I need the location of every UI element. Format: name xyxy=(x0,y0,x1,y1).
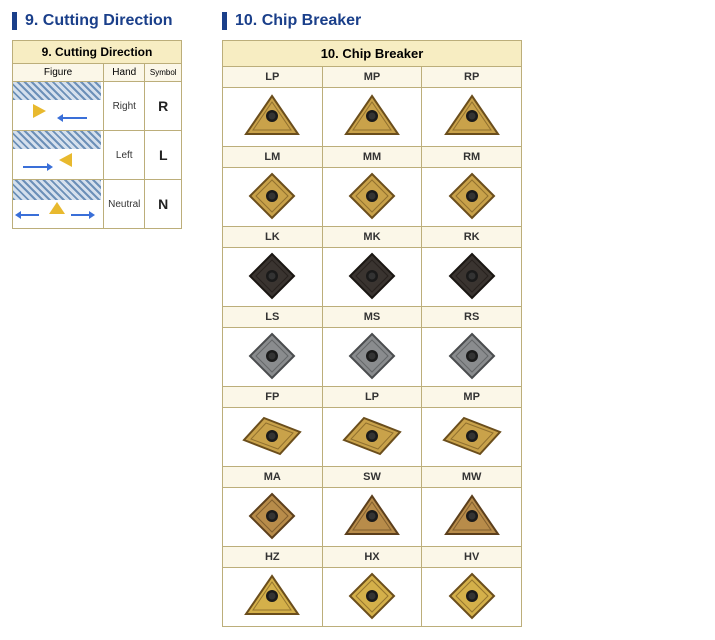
chip-breaker-heading-text: 10. Chip Breaker xyxy=(235,12,361,30)
cb-insert-cell xyxy=(322,168,422,227)
cb-insert-cell xyxy=(322,88,422,147)
insert-icon xyxy=(342,250,402,302)
cb-insert-cell xyxy=(322,488,422,547)
cb-label: LK xyxy=(223,227,323,248)
cb-label: SW xyxy=(322,467,422,488)
insert-icon xyxy=(342,570,402,622)
cb-insert-cell xyxy=(223,328,323,387)
cb-label: HX xyxy=(322,547,422,568)
insert-icon xyxy=(337,92,407,140)
cd-header-symbol: Symbol xyxy=(145,64,182,82)
insert-icon xyxy=(442,250,502,302)
cutting-direction-table: 9. Cutting Direction Figure Hand Symbol … xyxy=(12,40,182,229)
cutting-direction-heading-text: 9. Cutting Direction xyxy=(25,12,173,30)
cb-label: LP xyxy=(322,387,422,408)
cd-header-hand: Hand xyxy=(104,64,145,82)
insert-icon xyxy=(337,492,407,540)
cb-label: FP xyxy=(223,387,323,408)
insert-icon xyxy=(237,92,307,140)
cb-label: RP xyxy=(422,67,522,88)
cb-insert-cell xyxy=(223,568,323,627)
insert-icon xyxy=(442,170,502,222)
cb-insert-cell xyxy=(422,328,522,387)
insert-icon xyxy=(337,414,407,458)
heading-bar-icon xyxy=(12,12,17,30)
insert-icon xyxy=(242,490,302,542)
heading-bar-icon xyxy=(222,12,227,30)
cb-insert-cell xyxy=(322,328,422,387)
cb-label: RS xyxy=(422,307,522,328)
cb-insert-cell xyxy=(223,488,323,547)
cb-label: LS xyxy=(223,307,323,328)
cb-label: MS xyxy=(322,307,422,328)
cb-label: LM xyxy=(223,147,323,168)
chip-breaker-table: 10. Chip Breaker LPMPRP LMMMRM LKMKRK xyxy=(222,40,522,627)
cb-label: RM xyxy=(422,147,522,168)
insert-icon xyxy=(442,570,502,622)
cb-insert-cell xyxy=(223,168,323,227)
insert-icon xyxy=(242,170,302,222)
cb-label: MM xyxy=(322,147,422,168)
cb-insert-cell xyxy=(322,408,422,467)
cd-figure-left xyxy=(13,131,104,180)
cb-insert-cell xyxy=(422,88,522,147)
cd-symbol-left: L xyxy=(145,131,182,180)
insert-icon xyxy=(342,170,402,222)
cb-label: HV xyxy=(422,547,522,568)
insert-icon xyxy=(437,492,507,540)
chip-breaker-heading: 10. Chip Breaker xyxy=(222,12,522,30)
cb-label: MP xyxy=(422,387,522,408)
cb-label: MP xyxy=(322,67,422,88)
cb-insert-cell xyxy=(322,248,422,307)
insert-icon xyxy=(442,330,502,382)
cd-header-figure: Figure xyxy=(13,64,104,82)
cb-insert-cell xyxy=(422,408,522,467)
cd-figure-right xyxy=(13,82,104,131)
cd-symbol-neutral: N xyxy=(145,180,182,229)
insert-icon xyxy=(237,572,307,620)
cb-table-title: 10. Chip Breaker xyxy=(223,41,522,67)
cd-figure-neutral xyxy=(13,180,104,229)
cd-hand-left: Left xyxy=(104,131,145,180)
cd-hand-neutral: Neutral xyxy=(104,180,145,229)
insert-icon xyxy=(342,330,402,382)
cd-hand-right: Right xyxy=(104,82,145,131)
cb-insert-cell xyxy=(322,568,422,627)
cb-insert-cell xyxy=(422,488,522,547)
cb-label: RK xyxy=(422,227,522,248)
cb-insert-cell xyxy=(223,248,323,307)
cb-insert-cell xyxy=(422,168,522,227)
cd-symbol-right: R xyxy=(145,82,182,131)
cb-insert-cell xyxy=(223,88,323,147)
insert-icon xyxy=(437,92,507,140)
cb-insert-cell xyxy=(422,248,522,307)
cb-insert-cell xyxy=(223,408,323,467)
cb-label: HZ xyxy=(223,547,323,568)
insert-icon xyxy=(437,414,507,458)
chip-breaker-section: 10. Chip Breaker 10. Chip Breaker LPMPRP… xyxy=(222,12,522,627)
cb-label: MA xyxy=(223,467,323,488)
cb-label: LP xyxy=(223,67,323,88)
cutting-direction-heading: 9. Cutting Direction xyxy=(12,12,182,30)
cd-table-title: 9. Cutting Direction xyxy=(13,41,182,64)
insert-icon xyxy=(242,330,302,382)
insert-icon xyxy=(242,250,302,302)
cb-label: MK xyxy=(322,227,422,248)
cb-insert-cell xyxy=(422,568,522,627)
cb-label: MW xyxy=(422,467,522,488)
cutting-direction-section: 9. Cutting Direction 9. Cutting Directio… xyxy=(12,12,182,229)
insert-icon xyxy=(237,414,307,458)
